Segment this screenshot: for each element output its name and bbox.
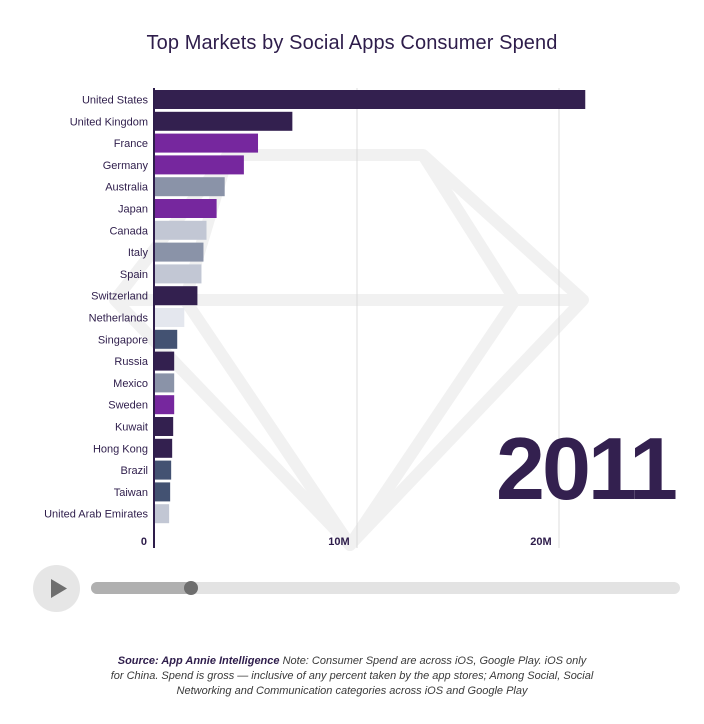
play-button[interactable] [33, 565, 80, 612]
category-label: United Kingdom [70, 116, 148, 128]
category-label: United Arab Emirates [44, 509, 148, 521]
category-label: Mexico [113, 378, 148, 390]
bar [155, 504, 170, 524]
bar [155, 438, 173, 458]
category-label: Sweden [108, 400, 148, 412]
timeline-progress [91, 582, 192, 594]
category-label: Germany [103, 160, 149, 172]
bar-chart: United States United Kingdom France Germany… [44, 88, 589, 551]
bar [155, 220, 207, 240]
gridlines [356, 88, 560, 548]
bars [155, 90, 586, 524]
x-tick-label: 0 [141, 536, 147, 548]
bar [155, 90, 586, 109]
category-label: Japan [118, 204, 148, 216]
bar [155, 286, 198, 306]
bar [155, 329, 178, 349]
bar [155, 264, 202, 284]
footnote-source: Source: App Annie Intelligence [117, 655, 280, 667]
category-label: Spain [120, 269, 148, 281]
category-label: Kuwait [115, 422, 148, 434]
bar [155, 308, 185, 327]
bar [155, 417, 174, 436]
year-label: 2011 [496, 419, 678, 518]
category-label: Brazil [120, 465, 148, 477]
category-label: Singapore [98, 334, 148, 346]
category-label: Italy [128, 247, 149, 259]
category-label: Switzerland [91, 291, 148, 303]
category-label: Taiwan [114, 487, 148, 499]
bar [155, 111, 293, 131]
bar [155, 395, 175, 415]
bar [155, 177, 225, 197]
timeline-handle[interactable] [184, 581, 199, 595]
play-icon [51, 579, 67, 598]
category-label: Russia [114, 356, 149, 368]
bar [155, 482, 171, 502]
bar [155, 242, 204, 262]
chart-title: Top Markets by Social Apps Consumer Spen… [146, 32, 558, 54]
category-labels: United States United Kingdom France Germany… [44, 95, 149, 521]
category-label: Hong Kong [93, 443, 148, 455]
category-label: Canada [109, 225, 148, 237]
x-tick-label: 20M [530, 536, 551, 548]
bar [155, 373, 175, 393]
bar [155, 351, 175, 371]
bar [155, 155, 244, 175]
category-label: United States [82, 95, 149, 107]
bar [155, 133, 259, 153]
category-label: Australia [105, 182, 149, 194]
x-tick-labels: 0 10M 20M [141, 536, 552, 548]
bar [155, 460, 172, 480]
category-label: Netherlands [89, 313, 149, 325]
footnote-note: Note: Consumer Spend are across iOS, Goo… [110, 655, 594, 697]
timeline-slider[interactable] [91, 581, 680, 595]
x-tick-label: 10M [328, 536, 349, 548]
bar [155, 199, 217, 218]
footnote: Source: App Annie Intelligence Note: Con… [110, 654, 594, 699]
category-label: France [114, 138, 148, 150]
